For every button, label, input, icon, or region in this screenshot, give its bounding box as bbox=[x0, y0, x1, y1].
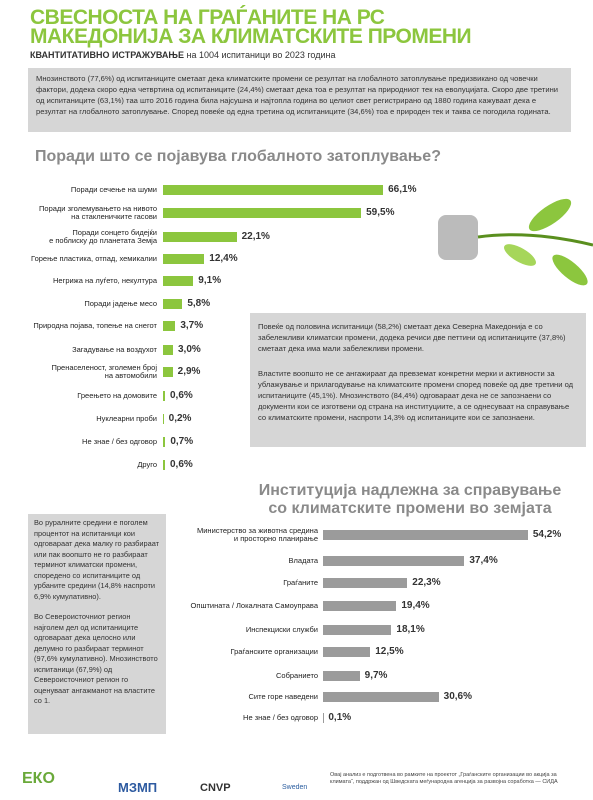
bar bbox=[163, 276, 194, 286]
bar bbox=[163, 345, 173, 355]
paragraph: Во руралните средини е поголем процентот… bbox=[34, 518, 160, 601]
category-label: Нуклеарни проби bbox=[96, 414, 157, 423]
bar bbox=[163, 232, 237, 242]
intro: Мнозинството (77,6%) од испитаниците сме… bbox=[28, 68, 571, 132]
section-title: Институција надлежна за справување со кл… bbox=[258, 482, 562, 517]
category-label: Загадување на воздухот bbox=[72, 345, 157, 354]
category-label: Пренаселеност, зголемен број на автомоби… bbox=[51, 363, 157, 380]
logo-text: ЕКО bbox=[22, 770, 55, 787]
category-label: Не знае / без одговор bbox=[82, 437, 157, 446]
bar bbox=[163, 208, 362, 218]
value-label: 37,4% bbox=[469, 555, 498, 566]
value-label: 30,6% bbox=[443, 691, 473, 702]
paragraph: Во Североисточниот регион најголем дел о… bbox=[34, 612, 158, 705]
bar bbox=[163, 321, 176, 331]
paragraph: Повеќе од половина испитаници (58,2%) см… bbox=[258, 322, 566, 353]
value-label: 22,1% bbox=[241, 231, 270, 242]
category-label: Не знае / без одговор bbox=[243, 713, 318, 722]
category-label: Инспекциски служби bbox=[245, 625, 318, 634]
bar bbox=[323, 530, 528, 540]
logo: Sweden bbox=[282, 784, 308, 791]
bar bbox=[163, 299, 183, 309]
logo: ЕКО bbox=[22, 770, 55, 788]
bar bbox=[163, 391, 165, 401]
bar bbox=[323, 625, 392, 635]
bar bbox=[163, 254, 205, 264]
value-label: 19,4% bbox=[401, 600, 430, 611]
category-label: Греењето на домовите bbox=[77, 391, 157, 400]
section-title: Поради што се појавува глобалното затопл… bbox=[35, 148, 441, 165]
category-label: Негрижа на луѓето, некултура bbox=[53, 276, 157, 285]
bar bbox=[163, 185, 384, 195]
value-label: 9,1% bbox=[198, 275, 222, 286]
subtitle: КВАНТИТАТИВНО ИСТРАЖУВАЊЕ на 1004 испита… bbox=[30, 50, 336, 60]
bar bbox=[323, 692, 439, 702]
value-label: 0,6% bbox=[169, 459, 193, 470]
value-label: 3,0% bbox=[177, 344, 201, 355]
value-label: 2,9% bbox=[177, 366, 201, 377]
value-label: 22,3% bbox=[412, 577, 441, 588]
category-label: Сите горе наведени bbox=[248, 692, 318, 701]
value-label: 0,1% bbox=[328, 712, 352, 723]
paragraph: Властите воопшто не се ангажираат да пре… bbox=[258, 369, 574, 422]
bar bbox=[163, 414, 164, 424]
bar bbox=[323, 647, 371, 657]
value-label: 0,6% bbox=[169, 390, 193, 401]
value-label: 54,2% bbox=[532, 529, 562, 540]
category-label: Поради сечење на шуми bbox=[70, 185, 157, 194]
title: СВЕСНОСТА НА ГРАЃАНИТЕ НА РС bbox=[30, 6, 385, 29]
logo: МЗМП bbox=[118, 780, 158, 795]
logo: CNVP bbox=[200, 782, 231, 794]
bar bbox=[163, 367, 173, 377]
value-label: 0,2% bbox=[168, 413, 192, 424]
category-label: Граѓаните bbox=[283, 578, 318, 587]
subtitle-rest: на 1004 испитаници во 2023 година bbox=[186, 50, 336, 60]
value-label: 0,7% bbox=[170, 436, 194, 447]
category-label: Поради јадење месо bbox=[84, 299, 157, 308]
category-label: Владата bbox=[288, 556, 318, 565]
value-label: 59,5% bbox=[366, 207, 395, 218]
value-label: 18,1% bbox=[396, 624, 425, 635]
bar bbox=[323, 601, 397, 611]
category-label: Горење пластика, отпад, хемикалии bbox=[31, 254, 157, 263]
value-label: 12,5% bbox=[375, 646, 404, 657]
value-label: 12,4% bbox=[209, 253, 238, 264]
category-label: Министерство за животна средина и просто… bbox=[197, 526, 318, 543]
value-label: 3,7% bbox=[180, 320, 204, 331]
bar bbox=[163, 460, 165, 470]
title: МАКЕДОНИЈА ЗА КЛИМАТСКИТЕ ПРОМЕНИ bbox=[30, 25, 472, 48]
value-label: 66,1% bbox=[388, 184, 417, 195]
bar bbox=[323, 556, 465, 566]
category-label: Општината / Локалната Самоуправа bbox=[190, 601, 318, 610]
value-label: 9,7% bbox=[364, 670, 388, 681]
category-label: Поради сонцето бидејќи е поблиску до пла… bbox=[49, 228, 157, 245]
bar bbox=[163, 437, 166, 447]
left-box: Во руралните средини е поголем процентот… bbox=[28, 514, 166, 734]
category-label: Поради зголемувањето на нивото на стакле… bbox=[39, 204, 157, 221]
category-label: Граѓанските организации bbox=[230, 647, 318, 656]
footer-note: Овај анализ е подготвена во рамките на п… bbox=[330, 772, 558, 785]
bar bbox=[323, 578, 408, 588]
category-label: Собранието bbox=[275, 671, 318, 680]
subtitle-bold: КВАНТИТАТИВНО ИСТРАЖУВАЊЕ bbox=[30, 50, 184, 60]
bar bbox=[323, 671, 360, 681]
bulb-decoration bbox=[438, 198, 593, 286]
right-box: Повеќе од половина испитаници (58,2%) см… bbox=[250, 313, 586, 447]
category-label: Друго bbox=[137, 460, 157, 469]
category-label: Природна појава, топење на снегот bbox=[33, 321, 157, 330]
value-label: 5,8% bbox=[187, 298, 211, 309]
